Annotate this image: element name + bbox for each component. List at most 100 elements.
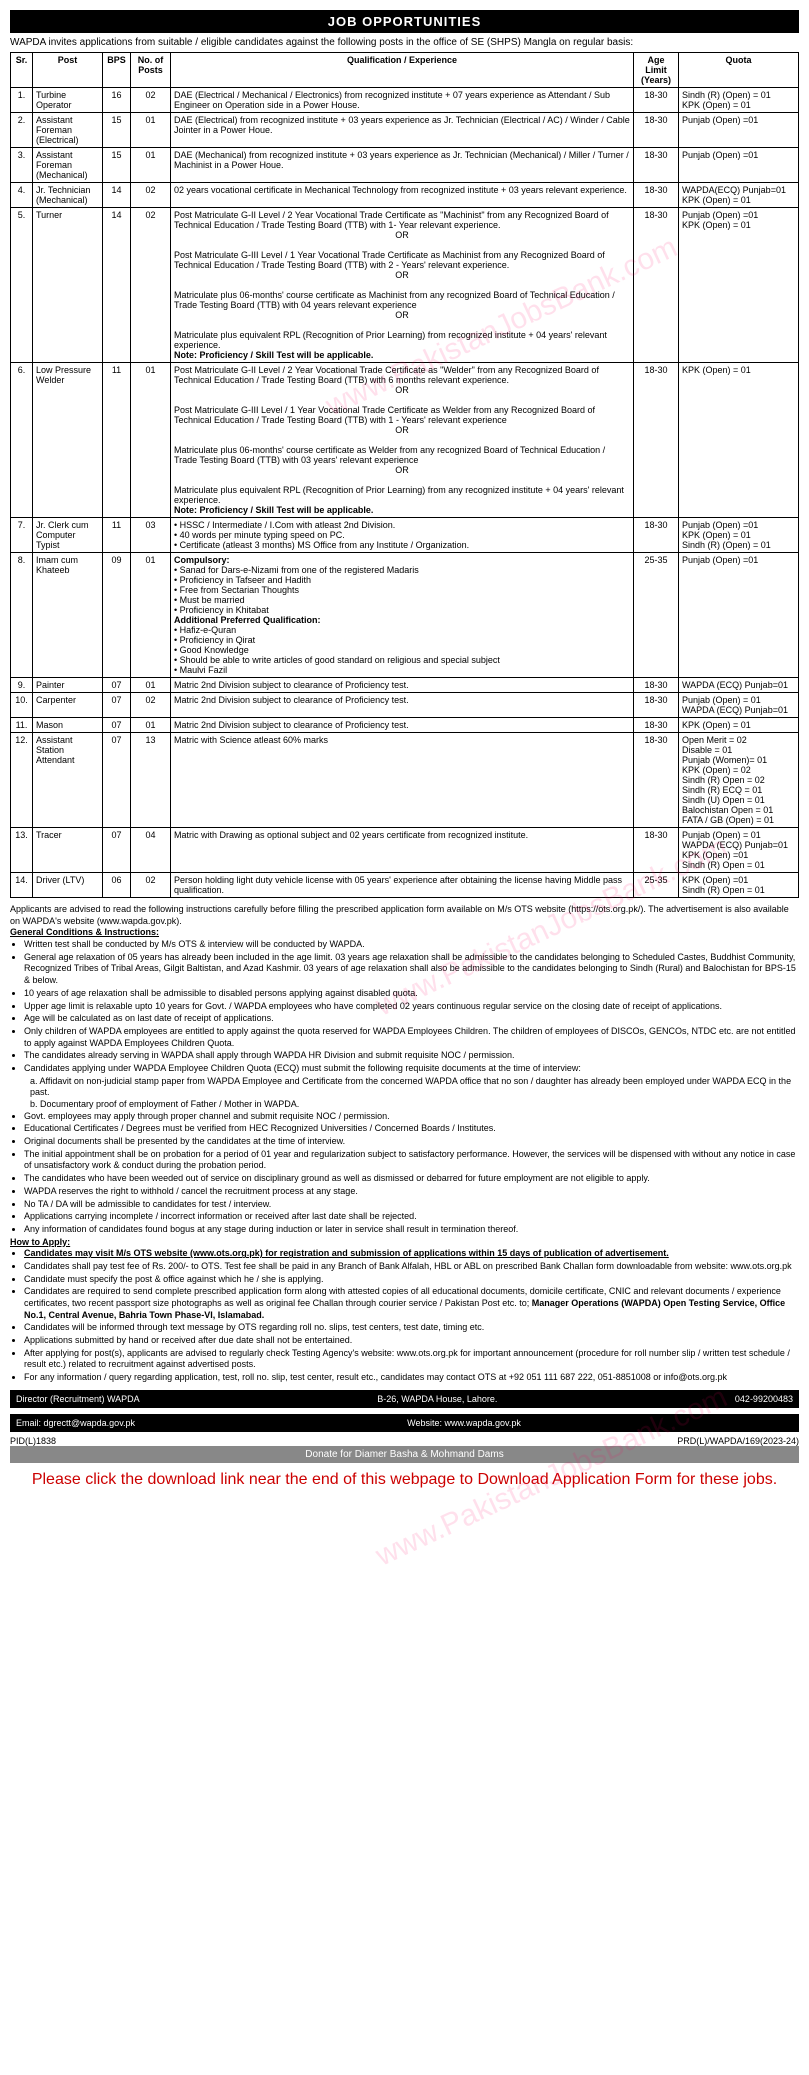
list-item: Educational Certificates / Degrees must …	[24, 1123, 799, 1135]
instructions-block: Applicants are advised to read the follo…	[10, 904, 799, 1384]
table-header: Qualification / Experience	[171, 53, 634, 88]
apply-list: Candidates may visit M/s OTS website (ww…	[24, 1248, 799, 1384]
table-cell: 3.	[11, 148, 33, 183]
table-cell: 12.	[11, 733, 33, 828]
table-cell: 18-30	[634, 733, 679, 828]
table-cell: Post Matriculate G-II Level / 2 Year Voc…	[171, 363, 634, 518]
table-cell: 25-35	[634, 873, 679, 898]
table-cell: Assistant Station Attendant	[33, 733, 103, 828]
table-cell: Matric 2nd Division subject to clearance…	[171, 693, 634, 718]
footer-director: Director (Recruitment) WAPDA	[16, 1394, 140, 1404]
table-cell: 07	[103, 733, 131, 828]
table-cell: Matric 2nd Division subject to clearance…	[171, 718, 634, 733]
list-item: Applications carrying incomplete / incor…	[24, 1211, 799, 1223]
intro-text: WAPDA invites applications from suitable…	[10, 33, 799, 52]
list-item: The candidates already serving in WAPDA …	[24, 1050, 799, 1062]
table-cell: 09	[103, 553, 131, 678]
table-cell: 8.	[11, 553, 33, 678]
table-cell: 01	[131, 363, 171, 518]
table-cell: 13	[131, 733, 171, 828]
table-cell: Compulsory:• Sanad for Dars-e-Nizami fro…	[171, 553, 634, 678]
table-cell: 18-30	[634, 718, 679, 733]
table-row: 4.Jr. Technician (Mechanical)140202 year…	[11, 183, 799, 208]
list-item: After applying for post(s), applicants a…	[24, 1348, 799, 1371]
table-row: 10.Carpenter0702Matric 2nd Division subj…	[11, 693, 799, 718]
table-cell: Low Pressure Welder	[33, 363, 103, 518]
table-cell: 5.	[11, 208, 33, 363]
table-cell: Punjab (Open) = 01WAPDA (ECQ) Punjab=01K…	[679, 828, 799, 873]
table-cell: DAE (Electrical) from recognized institu…	[171, 113, 634, 148]
table-cell: • HSSC / Intermediate / I.Com with atlea…	[171, 518, 634, 553]
table-cell: Mason	[33, 718, 103, 733]
table-cell: Post Matriculate G-II Level / 2 Year Voc…	[171, 208, 634, 363]
table-header: BPS	[103, 53, 131, 88]
table-cell: 14.	[11, 873, 33, 898]
list-item: Candidates may visit M/s OTS website (ww…	[24, 1248, 799, 1260]
table-cell: 01	[131, 148, 171, 183]
table-cell: 4.	[11, 183, 33, 208]
table-cell: 18-30	[634, 678, 679, 693]
table-cell: 01	[131, 678, 171, 693]
table-cell: Imam cum Khateeb	[33, 553, 103, 678]
table-row: 8.Imam cum Khateeb0901Compulsory:• Sanad…	[11, 553, 799, 678]
list-item: Upper age limit is relaxable upto 10 yea…	[24, 1001, 799, 1013]
table-cell: 18-30	[634, 183, 679, 208]
header-title: JOB OPPORTUNITIES	[10, 10, 799, 33]
table-cell: 18-30	[634, 113, 679, 148]
table-row: 13.Tracer0704Matric with Drawing as opti…	[11, 828, 799, 873]
table-cell: 02	[131, 693, 171, 718]
table-cell: Sindh (R) (Open) = 01KPK (Open) = 01	[679, 88, 799, 113]
footer-bar-2: Email: dgrectt@wapda.gov.pk Website: www…	[10, 1414, 799, 1432]
table-cell: Jr. Technician (Mechanical)	[33, 183, 103, 208]
list-item: Candidates will be informed through text…	[24, 1322, 799, 1334]
table-row: 3.Assistant Foreman (Mechanical)1501DAE …	[11, 148, 799, 183]
table-cell: WAPDA(ECQ) Punjab=01KPK (Open) = 01	[679, 183, 799, 208]
table-cell: Punjab (Open) =01KPK (Open) = 01	[679, 208, 799, 363]
table-cell: KPK (Open) = 01	[679, 363, 799, 518]
table-cell: Turner	[33, 208, 103, 363]
table-cell: Tracer	[33, 828, 103, 873]
table-cell: 18-30	[634, 88, 679, 113]
conditions-title: General Conditions & Instructions:	[10, 927, 799, 939]
list-item: WAPDA reserves the right to withhold / c…	[24, 1186, 799, 1198]
table-row: 9.Painter0701Matric 2nd Division subject…	[11, 678, 799, 693]
table-cell: 18-30	[634, 828, 679, 873]
pid-left: PID(L)1838	[10, 1436, 56, 1446]
list-item: b. Documentary proof of employment of Fa…	[30, 1099, 799, 1111]
table-cell: WAPDA (ECQ) Punjab=01	[679, 678, 799, 693]
document-container: www.PakistanJobsBank.com www.PakistanJob…	[10, 10, 799, 1497]
list-item: No TA / DA will be admissible to candida…	[24, 1199, 799, 1211]
table-cell: 15	[103, 148, 131, 183]
table-cell: 9.	[11, 678, 33, 693]
table-cell: 6.	[11, 363, 33, 518]
list-item: General age relaxation of 05 years has a…	[24, 952, 799, 987]
table-cell: 11.	[11, 718, 33, 733]
table-cell: 01	[131, 718, 171, 733]
table-cell: Punjab (Open) =01	[679, 553, 799, 678]
list-item: 10 years of age relaxation shall be admi…	[24, 988, 799, 1000]
table-cell: 15	[103, 113, 131, 148]
table-cell: 14	[103, 183, 131, 208]
table-cell: 02	[131, 208, 171, 363]
table-cell: KPK (Open) =01Sindh (R) Open = 01	[679, 873, 799, 898]
table-cell: 11	[103, 363, 131, 518]
list-item: The candidates who have been weeded out …	[24, 1173, 799, 1185]
table-cell: 25-35	[634, 553, 679, 678]
table-cell: Punjab (Open) = 01WAPDA (ECQ) Punjab=01	[679, 693, 799, 718]
table-row: 14.Driver (LTV)0602Person holding light …	[11, 873, 799, 898]
table-cell: Assistant Foreman (Electrical)	[33, 113, 103, 148]
table-cell: 01	[131, 113, 171, 148]
table-cell: 02	[131, 183, 171, 208]
conditions-list-2: Govt. employees may apply through proper…	[24, 1111, 799, 1236]
list-item: Candidates applying under WAPDA Employee…	[24, 1063, 799, 1075]
table-row: 11.Mason0701Matric 2nd Division subject …	[11, 718, 799, 733]
list-item: Candidates shall pay test fee of Rs. 200…	[24, 1261, 799, 1273]
table-cell: 18-30	[634, 148, 679, 183]
advice-text: Applicants are advised to read the follo…	[10, 904, 799, 927]
footer-phone: 042-99200483	[735, 1394, 793, 1404]
apply-title: How to Apply:	[10, 1237, 799, 1249]
table-cell: 11	[103, 518, 131, 553]
table-cell: 2.	[11, 113, 33, 148]
list-item: Only children of WAPDA employees are ent…	[24, 1026, 799, 1049]
table-header: Post	[33, 53, 103, 88]
